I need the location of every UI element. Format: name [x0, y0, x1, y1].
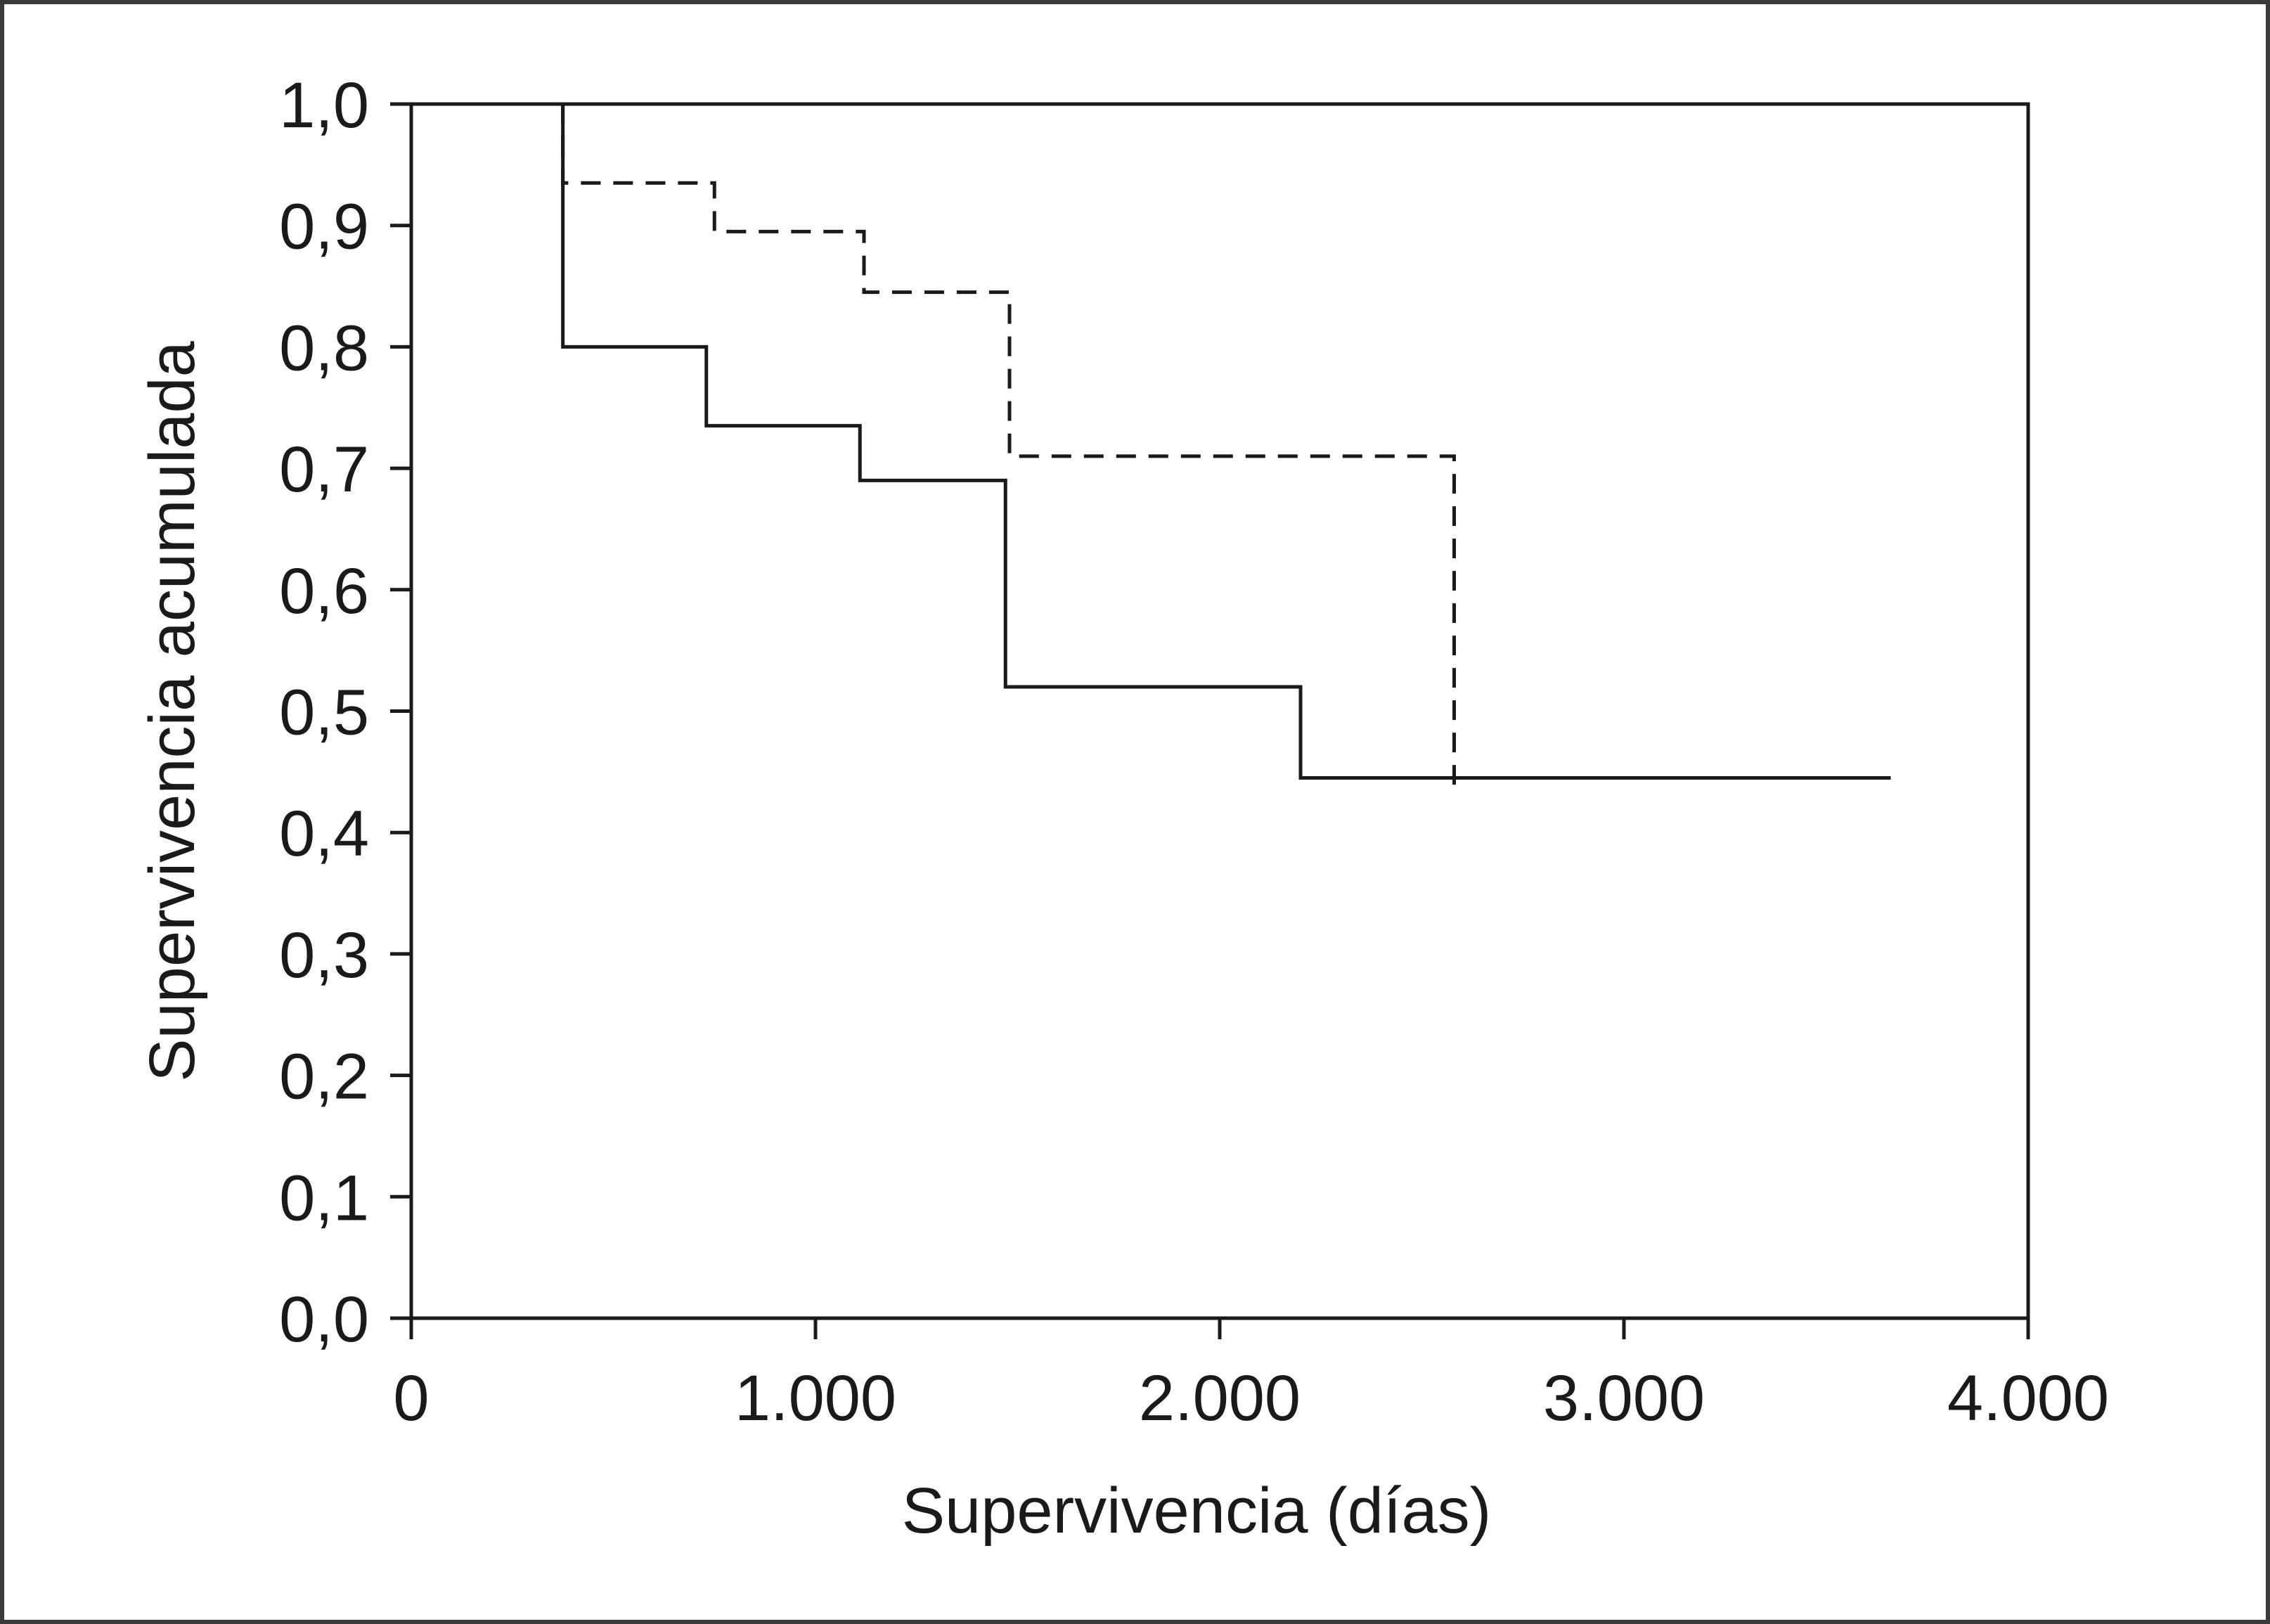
y-tick-label: 0,5 — [279, 677, 369, 749]
x-axis: 0 1.000 2.000 3.000 4.000 — [393, 1318, 2109, 1434]
plot-area-border — [409, 102, 2030, 1320]
x-tick-label: 4.000 — [1947, 1362, 2109, 1434]
y-tick-label: 0,8 — [279, 312, 369, 384]
survival-curve-solid — [561, 104, 1891, 780]
survival-curve-dashed — [561, 104, 1456, 797]
x-axis-title: Supervivencia (días) — [902, 1475, 1492, 1547]
y-tick-label: 0,6 — [279, 555, 369, 627]
y-tick-label: 1,0 — [279, 70, 369, 141]
y-tick-label: 0,4 — [279, 798, 369, 870]
series-layer — [561, 104, 1891, 797]
y-axis: 0,0 0,1 0,2 0,3 0,4 0,5 0,6 0,7 0,8 0,9 1,0 — [279, 70, 411, 1355]
y-tick-label: 0,2 — [279, 1041, 369, 1113]
y-tick-label: 0,0 — [279, 1284, 369, 1355]
y-axis-title: Supervivencia acumulada — [136, 340, 208, 1081]
x-tick-label: 3.000 — [1543, 1362, 1705, 1434]
x-tick-label: 2.000 — [1139, 1362, 1301, 1434]
y-tick-label: 0,1 — [279, 1162, 369, 1234]
y-tick-label: 0,3 — [279, 920, 369, 991]
y-tick-label: 0,9 — [279, 191, 369, 263]
y-tick-label: 0,7 — [279, 434, 369, 505]
x-tick-label: 1.000 — [735, 1362, 896, 1434]
x-tick-label: 0 — [393, 1362, 429, 1434]
